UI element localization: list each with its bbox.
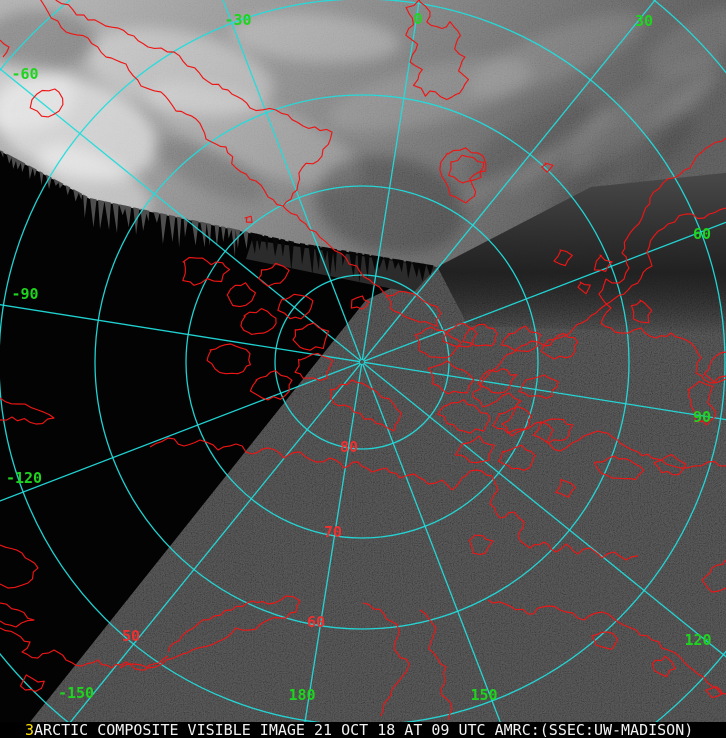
coastline (630, 299, 653, 324)
meridian-line--120 (0, 362, 361, 502)
coastline (0, 39, 10, 58)
coastline (472, 207, 726, 469)
coastline (518, 374, 559, 399)
coastline (653, 453, 687, 476)
coastline (419, 609, 453, 721)
coastline (705, 686, 723, 699)
longitude-label: -120 (6, 469, 42, 487)
coastline (385, 291, 442, 327)
coastline (350, 295, 370, 310)
coastline (553, 249, 573, 267)
coastline (487, 599, 726, 695)
coastline (39, 0, 333, 207)
coastline (362, 602, 410, 717)
coastline (414, 326, 462, 359)
meridian-line-120 (363, 362, 726, 658)
coastlines (0, 0, 726, 721)
longitude-label: -90 (11, 285, 38, 303)
coastline (497, 444, 536, 471)
coastline (149, 437, 453, 491)
coastline (591, 631, 618, 650)
longitude-label: -60 (11, 65, 38, 83)
longitude-label: 0 (413, 10, 422, 28)
coastline (427, 360, 475, 395)
meridian-line-150 (362, 363, 508, 738)
coastline (500, 325, 542, 353)
meridian-line--90 (0, 304, 361, 363)
meridian-line-0 (361, 0, 420, 361)
coastline (593, 254, 613, 272)
scanline-sawtooth-edge (0, 150, 434, 284)
longitude-label: 120 (684, 631, 711, 649)
latitude-label: 50 (122, 627, 140, 645)
latitude-label: 70 (324, 523, 342, 541)
meridian-line-30 (362, 0, 656, 361)
coastline (598, 137, 726, 384)
coastline (594, 455, 645, 481)
meridian-line--150 (56, 363, 362, 738)
coastline (439, 147, 487, 204)
longitude-label: -30 (224, 11, 251, 29)
coastline (477, 368, 518, 394)
coastline (226, 282, 257, 308)
coastline (701, 559, 726, 593)
coastline (532, 418, 574, 444)
coastline (0, 544, 39, 589)
coastline (292, 322, 330, 351)
latitude-circle-60 (94, 94, 630, 630)
longitude-label: -150 (58, 684, 94, 702)
coastline (249, 370, 293, 401)
coastline (462, 323, 498, 347)
coastline (29, 88, 64, 118)
coastline (119, 595, 301, 669)
longitude-label: 30 (635, 12, 653, 30)
coastline (651, 655, 676, 678)
coastline (0, 627, 169, 671)
terminator-fade (437, 173, 726, 334)
cloud-texture (0, 0, 726, 267)
coastline (577, 281, 591, 295)
longitude-label: 150 (470, 686, 497, 704)
coastline (206, 343, 251, 375)
coastline (405, 0, 470, 101)
longitude-label: 60 (693, 225, 711, 243)
coastline (0, 397, 55, 425)
caption-channel-number: 3 (25, 721, 35, 738)
coastline (244, 215, 253, 223)
latitude-label: 60 (307, 613, 325, 631)
longitude-label: 180 (288, 686, 315, 704)
coastline (0, 602, 35, 628)
coastline (468, 534, 494, 556)
coastline (240, 308, 277, 335)
coastline (540, 332, 579, 360)
meridian-line-180 (301, 363, 363, 738)
coastline (277, 293, 314, 320)
latitude-circle-70 (185, 185, 539, 539)
coastline (492, 406, 532, 434)
caption-bar: 3 ARCTIC COMPOSITE VISIBLE IMAGE 21 OCT … (0, 722, 726, 738)
caption-text: ARCTIC COMPOSITE VISIBLE IMAGE 21 OCT 18… (34, 721, 694, 738)
coastline (451, 469, 639, 561)
coastline (448, 154, 485, 184)
coastline (257, 262, 290, 287)
longitude-label: 90 (693, 408, 711, 426)
graticule-labels: -30 0 30 -60 -90 -120 -150 180 150 120 90 60 80 70 60 5… (6, 10, 712, 704)
meridian-line-90 (363, 361, 726, 421)
coastline (687, 380, 717, 426)
coastline (294, 352, 334, 382)
coastline (454, 435, 495, 464)
coastline (703, 351, 726, 383)
coastline (437, 399, 491, 434)
meridian-line--30 (222, 0, 362, 361)
coastline (329, 379, 402, 432)
coastline (541, 162, 554, 173)
coastline (555, 478, 576, 498)
meridian-line--60 (0, 68, 361, 362)
coastline (182, 256, 231, 286)
coastline (282, 205, 389, 297)
latitude-label: 80 (340, 438, 358, 456)
coastline (19, 674, 45, 693)
